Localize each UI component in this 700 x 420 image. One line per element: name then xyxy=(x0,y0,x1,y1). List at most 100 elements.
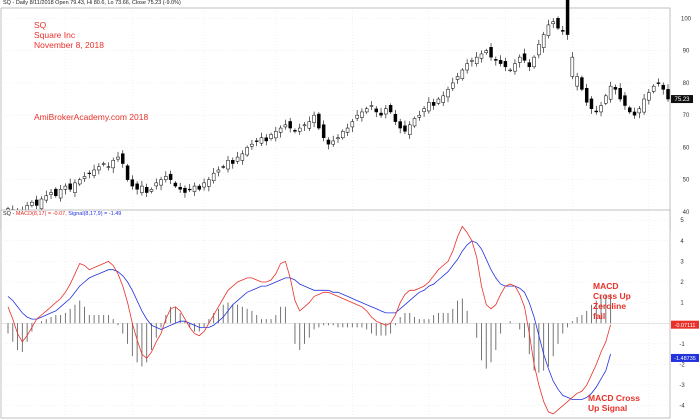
candle-body xyxy=(245,147,249,156)
candle-body xyxy=(474,56,479,64)
candle-body xyxy=(599,105,603,113)
macd-header-signal: Signal(8,17,9) = -1.49 xyxy=(68,211,122,217)
candle-body xyxy=(34,199,39,206)
macd-header: SQ - MACD(8,17) = -0.07, Signal(8,17,9) … xyxy=(3,211,121,217)
macd-y-tick-label: 4 xyxy=(680,239,684,245)
price-candles xyxy=(6,0,670,221)
candle-body xyxy=(211,172,216,182)
macd-line xyxy=(7,225,611,415)
candle-body xyxy=(451,82,455,89)
candle-body xyxy=(221,166,225,168)
candle-body xyxy=(551,21,555,25)
candle-body xyxy=(637,108,642,114)
candle-body xyxy=(341,131,345,138)
candle-body xyxy=(589,98,594,109)
candle-body xyxy=(632,111,637,116)
signal-tag-label: -1.48735 xyxy=(674,356,696,362)
candle-body xyxy=(364,108,369,113)
candle-body xyxy=(656,82,661,84)
candle-body xyxy=(403,125,407,132)
candle-body xyxy=(408,124,412,135)
candle-body xyxy=(503,61,508,68)
candle-body xyxy=(522,53,527,61)
candle-body xyxy=(197,185,202,190)
overlay-date: November 8, 2018 xyxy=(34,40,104,50)
candle-body xyxy=(302,124,307,127)
macd-panel-frame xyxy=(0,209,671,419)
candle-body xyxy=(140,185,144,193)
candle-body xyxy=(68,183,72,190)
candle-body xyxy=(298,127,302,132)
candle-body xyxy=(307,121,312,129)
candle-body xyxy=(570,56,575,77)
candle-body xyxy=(345,127,350,133)
candle-body xyxy=(326,139,331,145)
price-y-tick-label: 40 xyxy=(683,210,690,216)
candle-body xyxy=(240,153,245,161)
candle-body xyxy=(369,105,374,107)
candle-body xyxy=(173,182,178,187)
candle-body xyxy=(49,192,53,195)
candle-body xyxy=(441,95,445,103)
candle-body xyxy=(202,182,206,188)
price-y-tick-label: 100 xyxy=(681,16,692,22)
candle-body xyxy=(135,183,139,190)
candle-body xyxy=(293,130,297,132)
macd-histogram xyxy=(7,293,612,373)
candle-body xyxy=(537,43,541,56)
candle-body xyxy=(63,185,68,190)
candle-body xyxy=(580,77,584,90)
annotation-cross-up-zeroline: MACD Cross Up Zeroline fail xyxy=(593,281,631,321)
overlay-ticker: SQ xyxy=(34,20,47,30)
signal-tag-bg xyxy=(671,353,699,362)
candle-body xyxy=(431,102,436,106)
candle-body xyxy=(666,89,670,100)
candle-body xyxy=(269,134,273,139)
candle-body xyxy=(274,131,278,139)
candle-body xyxy=(264,137,268,142)
candle-body xyxy=(489,47,493,58)
candle-body xyxy=(374,108,378,113)
macd-y-tick-label: -2 xyxy=(679,362,685,368)
candle-body xyxy=(321,124,326,138)
macd-header-sep: - xyxy=(12,211,16,217)
candle-body xyxy=(254,140,259,142)
annotation-cross-up-signal: MACD Cross Up Signal xyxy=(588,393,640,413)
candle-body xyxy=(647,92,651,101)
candle-body xyxy=(513,63,517,72)
candle-body xyxy=(479,53,484,59)
candle-body xyxy=(216,169,221,173)
candle-body xyxy=(398,121,402,129)
price-y-axis: 40 50 60 70 80 90 100 xyxy=(681,16,692,215)
candle-body xyxy=(226,160,230,170)
candle-body xyxy=(149,189,154,192)
last-price-tag-bg xyxy=(671,95,693,104)
candle-body xyxy=(618,87,622,100)
candle-body xyxy=(527,62,532,68)
candle-body xyxy=(661,84,665,90)
candle-body xyxy=(446,89,450,98)
macd-y-tick-label: -4 xyxy=(679,404,685,410)
candle-body xyxy=(30,201,34,206)
candle-body xyxy=(144,186,149,193)
candle-body xyxy=(651,85,656,92)
candle-body xyxy=(484,50,488,54)
candle-body xyxy=(278,127,283,133)
price-y-tick-label: 60 xyxy=(683,145,690,151)
candle-body xyxy=(154,182,158,187)
candle-body xyxy=(178,186,182,190)
candle-body xyxy=(417,114,422,118)
macd-lines xyxy=(7,225,611,415)
candle-body xyxy=(101,163,106,165)
overlay-site: AmiBrokerAcademy.com 2018 xyxy=(34,112,149,122)
candle-body xyxy=(360,111,364,118)
macd-y-tick-label: 5 xyxy=(680,218,684,224)
candle-body xyxy=(518,56,522,63)
candle-body xyxy=(470,60,474,62)
candle-body xyxy=(393,113,398,122)
price-y-tick-label: 70 xyxy=(683,113,690,119)
candle-body xyxy=(317,113,321,129)
candle-body xyxy=(575,76,579,87)
candle-body xyxy=(541,34,546,48)
